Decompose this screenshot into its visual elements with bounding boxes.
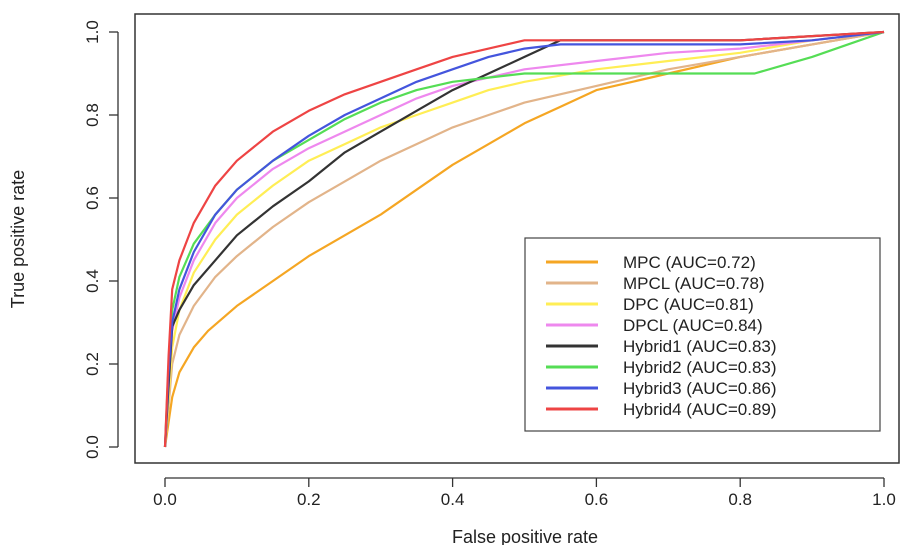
legend: MPC (AUC=0.72) MPCL (AUC=0.78) DPC (AUC=0.… [524, 237, 881, 432]
y-tick-label: 0.4 [83, 269, 102, 293]
legend-box [524, 237, 881, 432]
series-line-2 [163, 30, 885, 448]
legend-label-4: DPCL (AUC=0.84) [623, 316, 763, 335]
y-tick-label: 0.8 [83, 103, 102, 127]
y-axis: 0.0 0.2 0.4 0.6 0.8 1.0 [83, 20, 119, 459]
series-line-8 [163, 30, 885, 448]
series-line-6 [163, 30, 885, 448]
y-tick-label: 1.0 [83, 20, 102, 44]
series-line-1 [163, 30, 885, 448]
series-line-4 [163, 30, 885, 448]
legend-label-6: Hybrid2 (AUC=0.83) [623, 358, 777, 377]
legend-label-8: Hybrid4 (AUC=0.89) [623, 400, 777, 419]
series-line-7 [163, 30, 885, 448]
legend-label-1: MPC (AUC=0.72) [623, 253, 756, 272]
y-axis-title: True positive rate [8, 170, 28, 308]
x-tick-label: 0.0 [153, 490, 177, 509]
x-tick-label: 0.4 [441, 490, 465, 509]
x-tick-label: 0.8 [728, 490, 752, 509]
legend-label-7: Hybrid3 (AUC=0.86) [623, 379, 777, 398]
x-axis: 0.0 0.2 0.4 0.6 0.8 1.0 [153, 477, 896, 509]
x-tick-label: 0.6 [585, 490, 609, 509]
y-tick-label: 0.6 [83, 186, 102, 210]
plot-frame [134, 13, 900, 464]
legend-label-2: MPCL (AUC=0.78) [623, 274, 765, 293]
series-layer [163, 30, 885, 448]
legend-label-3: DPC (AUC=0.81) [623, 295, 754, 314]
x-tick-label: 0.2 [297, 490, 321, 509]
y-tick-label: 0.2 [83, 352, 102, 376]
x-axis-title: False positive rate [452, 527, 598, 545]
y-tick-label: 0.0 [83, 435, 102, 459]
legend-label-5: Hybrid1 (AUC=0.83) [623, 337, 777, 356]
x-tick-label: 1.0 [872, 490, 896, 509]
